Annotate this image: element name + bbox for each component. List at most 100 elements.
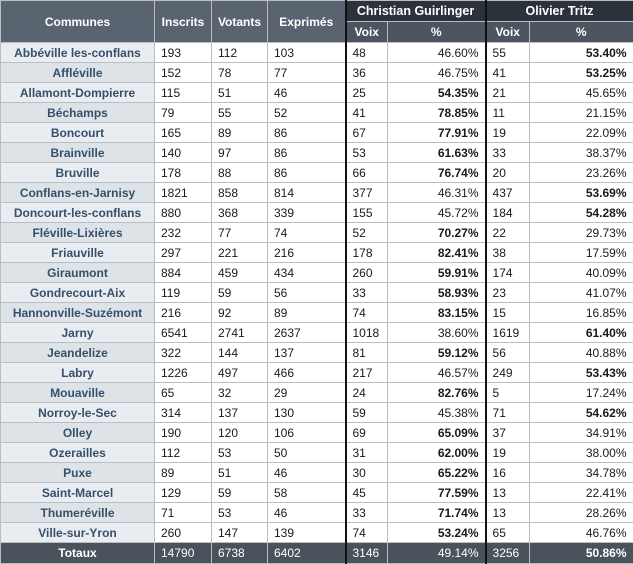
inscrits-cell: 152 — [155, 63, 212, 83]
guirlinger-voix-cell: 3146 — [346, 543, 388, 564]
exprimes-cell: 216 — [268, 243, 346, 263]
exprimes-cell: 86 — [268, 163, 346, 183]
tritz-pct-cell: 28.26% — [530, 503, 633, 523]
commune-name: Brainville — [1, 143, 155, 163]
inscrits-cell: 14790 — [155, 543, 212, 564]
inscrits-cell: 165 — [155, 123, 212, 143]
tritz-voix-cell: 33 — [486, 143, 530, 163]
commune-name: Béchamps — [1, 103, 155, 123]
tritz-voix-cell: 23 — [486, 283, 530, 303]
votants-cell: 92 — [212, 303, 268, 323]
inscrits-cell: 140 — [155, 143, 212, 163]
tritz-voix-cell: 22 — [486, 223, 530, 243]
votants-cell: 144 — [212, 343, 268, 363]
guirlinger-voix-cell: 41 — [346, 103, 388, 123]
exprimes-cell: 46 — [268, 463, 346, 483]
exprimes-cell: 52 — [268, 103, 346, 123]
tritz-pct-cell: 21.15% — [530, 103, 633, 123]
commune-name: Jarny — [1, 323, 155, 343]
exprimes-cell: 139 — [268, 523, 346, 543]
commune-name: Boncourt — [1, 123, 155, 143]
votants-cell: 497 — [212, 363, 268, 383]
guirlinger-pct-cell: 82.41% — [388, 243, 486, 263]
commune-name: Giraumont — [1, 263, 155, 283]
exprimes-cell: 50 — [268, 443, 346, 463]
inscrits-cell: 193 — [155, 43, 212, 63]
guirlinger-voix-cell: 53 — [346, 143, 388, 163]
inscrits-cell: 880 — [155, 203, 212, 223]
exprimes-cell: 434 — [268, 263, 346, 283]
guirlinger-pct-cell: 70.27% — [388, 223, 486, 243]
guirlinger-pct-cell: 82.76% — [388, 383, 486, 403]
tritz-pct-cell: 17.59% — [530, 243, 633, 263]
tritz-voix-cell: 249 — [486, 363, 530, 383]
commune-name: Hannonville-Suzémont — [1, 303, 155, 323]
guirlinger-voix-cell: 30 — [346, 463, 388, 483]
guirlinger-voix-cell: 31 — [346, 443, 388, 463]
tritz-voix-cell: 13 — [486, 483, 530, 503]
header-row-candidates: Communes Inscrits Votants Exprimés Chris… — [1, 1, 633, 22]
tritz-voix-cell: 15 — [486, 303, 530, 323]
votants-cell: 97 — [212, 143, 268, 163]
guirlinger-voix-cell: 155 — [346, 203, 388, 223]
exprimes-cell: 86 — [268, 143, 346, 163]
guirlinger-voix-cell: 45 — [346, 483, 388, 503]
tritz-voix-cell: 56 — [486, 343, 530, 363]
guirlinger-voix-cell: 48 — [346, 43, 388, 63]
commune-name: Ville-sur-Yron — [1, 523, 155, 543]
tritz-voix-cell: 3256 — [486, 543, 530, 564]
votants-cell: 6738 — [212, 543, 268, 564]
guirlinger-voix-cell: 66 — [346, 163, 388, 183]
header-candidate-2: Olivier Tritz — [486, 1, 633, 22]
guirlinger-voix-cell: 260 — [346, 263, 388, 283]
tritz-pct-cell: 40.09% — [530, 263, 633, 283]
votants-cell: 2741 — [212, 323, 268, 343]
commune-name: Labry — [1, 363, 155, 383]
header-candidate-1: Christian Guirlinger — [346, 1, 486, 22]
tritz-voix-cell: 1619 — [486, 323, 530, 343]
guirlinger-pct-cell: 53.24% — [388, 523, 486, 543]
tritz-voix-cell: 13 — [486, 503, 530, 523]
tritz-voix-cell: 19 — [486, 123, 530, 143]
guirlinger-pct-cell: 46.60% — [388, 43, 486, 63]
tritz-voix-cell: 437 — [486, 183, 530, 203]
commune-name: Fléville-Lixières — [1, 223, 155, 243]
guirlinger-voix-cell: 178 — [346, 243, 388, 263]
header-pct-2: % — [530, 22, 633, 43]
tritz-pct-cell: 41.07% — [530, 283, 633, 303]
commune-name: Olley — [1, 423, 155, 443]
exprimes-cell: 6402 — [268, 543, 346, 564]
tritz-pct-cell: 45.65% — [530, 83, 633, 103]
guirlinger-pct-cell: 38.60% — [388, 323, 486, 343]
guirlinger-pct-cell: 49.14% — [388, 543, 486, 564]
inscrits-cell: 89 — [155, 463, 212, 483]
guirlinger-voix-cell: 33 — [346, 503, 388, 523]
inscrits-cell: 260 — [155, 523, 212, 543]
tritz-voix-cell: 21 — [486, 83, 530, 103]
exprimes-cell: 130 — [268, 403, 346, 423]
tritz-pct-cell: 22.09% — [530, 123, 633, 143]
tritz-pct-cell: 53.69% — [530, 183, 633, 203]
guirlinger-voix-cell: 74 — [346, 523, 388, 543]
tritz-voix-cell: 41 — [486, 63, 530, 83]
inscrits-cell: 71 — [155, 503, 212, 523]
guirlinger-pct-cell: 46.75% — [388, 63, 486, 83]
inscrits-cell: 1821 — [155, 183, 212, 203]
tritz-pct-cell: 53.40% — [530, 43, 633, 63]
commune-name: Gondrecourt-Aix — [1, 283, 155, 303]
